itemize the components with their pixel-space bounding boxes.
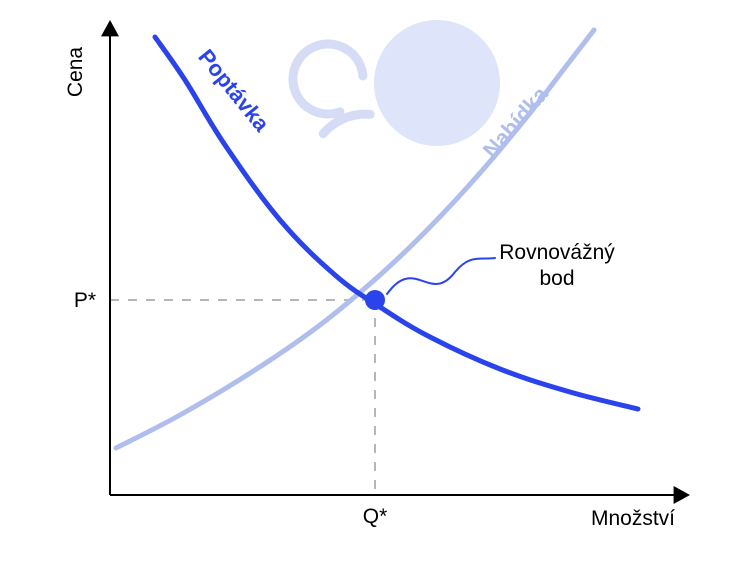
equilibrium-label-line1: Rovnovážný bbox=[499, 241, 615, 264]
price-star-label: P* bbox=[74, 289, 96, 312]
watermark bbox=[293, 20, 500, 146]
equilibrium-dot bbox=[365, 290, 385, 310]
y-axis-arrow-icon bbox=[101, 20, 119, 36]
quantity-star-label: Q* bbox=[363, 505, 388, 528]
y-axis-label: Cena bbox=[64, 47, 87, 98]
x-axis-arrow-icon bbox=[674, 486, 690, 504]
equilibrium-annotation-line bbox=[387, 258, 495, 294]
supply-curve bbox=[116, 30, 594, 448]
supply-demand-chart: CenaMnožstvíPoptávkaNabídkaP*Q*Rovnovážn… bbox=[0, 0, 750, 563]
equilibrium-label-line2: bod bbox=[539, 267, 574, 290]
x-axis-label: Množství bbox=[591, 507, 675, 530]
demand-label: Poptávka bbox=[193, 44, 274, 136]
